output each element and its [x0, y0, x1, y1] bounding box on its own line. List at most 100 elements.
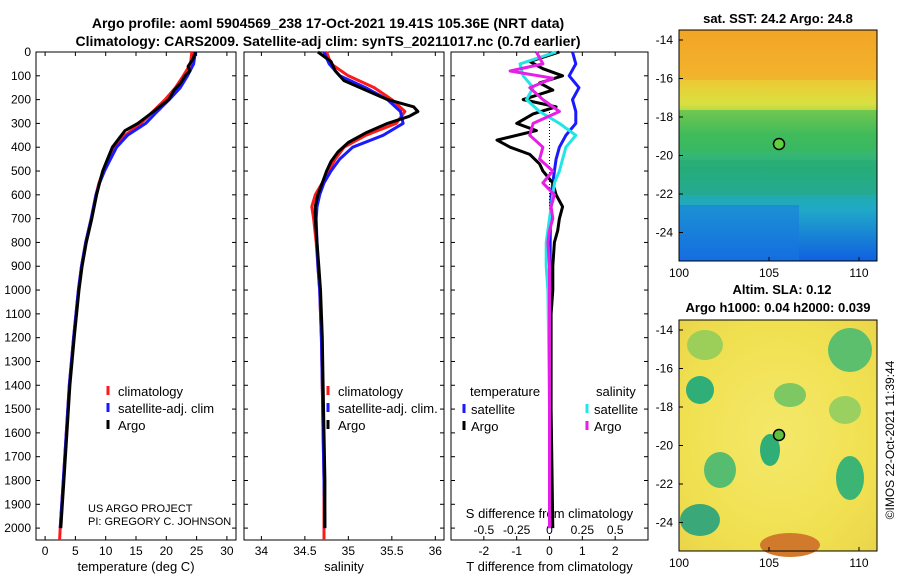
map-y-tick-label: -24	[656, 516, 674, 530]
map-y-tick-label: -14	[656, 323, 674, 337]
project-label: US ARGO PROJECT	[88, 503, 193, 515]
y-tick-label: 1500	[4, 402, 31, 416]
x-tick-label: -1	[511, 544, 522, 558]
x-tick-label: 5	[72, 544, 79, 558]
s-tick-label: -0.5	[473, 523, 494, 537]
y-tick-label: 1900	[4, 497, 31, 511]
sst-map-frame	[678, 29, 878, 262]
sst-map-title: sat. SST: 24.2 Argo: 24.8	[703, 11, 853, 26]
sla-eddy-10	[760, 533, 820, 557]
x-tick-label: 2	[612, 544, 619, 558]
series-line-argo	[313, 50, 420, 529]
x-tick-label: 0	[546, 544, 553, 558]
x-tick-label: -2	[478, 544, 489, 558]
legend-label: Argo	[594, 419, 621, 434]
legend-label: Argo	[118, 418, 145, 433]
legend-label: satellite	[594, 402, 638, 417]
x-tick-label: 34.5	[293, 544, 317, 558]
legend-title-salinity: salinity	[596, 384, 636, 399]
series-line-argo	[59, 51, 197, 529]
x-tick-label: 25	[190, 544, 204, 558]
sla-eddy-5	[829, 396, 861, 424]
sla-argo-marker	[772, 428, 786, 442]
map-y-tick-label: -16	[656, 72, 674, 86]
salinity-panel: 34 34.5 35 35.5 36 salinity climatology satelli…	[243, 50, 445, 574]
sla-eddy-1	[687, 330, 723, 360]
legend-title-temperature: temperature	[470, 384, 540, 399]
sst-warm-band	[679, 30, 877, 80]
x-axis-label-difference: T difference from climatology	[466, 559, 633, 574]
s-tick-label: 0	[546, 523, 553, 537]
y-tick-label: 1100	[5, 307, 31, 321]
y-tick-label: 1200	[4, 331, 31, 345]
sla-eddy-6	[760, 434, 780, 466]
map-y-tick-label: -16	[656, 362, 674, 376]
map-y-tick-label: -24	[656, 226, 674, 240]
series-line-argo-s	[508, 51, 561, 529]
figure-title-line1: Argo profile: aoml 5904569_238 17-Oct-20…	[92, 15, 564, 31]
map-x-tick-label: 100	[669, 266, 689, 280]
sla-map-title-line2: Argo h1000: 0.04 h2000: 0.039	[686, 300, 871, 315]
x-tick-label: 35.5	[380, 544, 404, 558]
x-axis-label-temperature: temperature (deg C)	[77, 559, 194, 574]
x-tick-label: 30	[220, 544, 234, 558]
sla-eddy-9	[680, 504, 720, 536]
copyright-stamp: ©IMOS 22-Oct-2021 11:39:44	[883, 360, 897, 519]
x-tick-label: 36	[429, 544, 443, 558]
map-y-tick-label: -20	[656, 149, 674, 163]
y-tick-label: 1700	[4, 450, 31, 464]
sla-eddy-7	[704, 452, 736, 488]
plot-frame-salinity	[243, 51, 445, 541]
y-tick-label: 800	[11, 235, 31, 249]
y-tick-label: 2000	[4, 521, 31, 535]
map-x-tick-label: 105	[759, 556, 779, 570]
y-tick-label: 400	[11, 140, 31, 154]
map-x-tick-label: 105	[759, 266, 779, 280]
y-tick-label: 1600	[4, 426, 31, 440]
legend-label: satellite-adj. clim	[118, 401, 214, 416]
legend-label: Argo	[471, 419, 498, 434]
x-axis-label-salinity: salinity	[324, 559, 364, 574]
map-x-tick-label: 110	[849, 266, 868, 280]
y-tick-label: 300	[11, 116, 31, 130]
x-tick-label: 10	[99, 544, 113, 558]
x-tick-label: 0	[42, 544, 49, 558]
sla-eddy-8	[836, 456, 864, 500]
map-y-tick-label: -22	[656, 477, 674, 491]
legend-label: Argo	[338, 418, 365, 433]
y-tick-label: 1000	[4, 283, 31, 297]
sla-map-title-line1: Altim. SLA: 0.12	[733, 282, 832, 297]
sst-map	[678, 29, 878, 262]
s-tick-label: -0.25	[503, 523, 531, 537]
sla-eddy-4	[774, 383, 806, 407]
pi-label: PI: GREGORY C. JOHNSON	[88, 516, 231, 528]
plot-frame-temperature	[35, 51, 237, 541]
x-tick-label: 34	[255, 544, 269, 558]
y-tick-label: 700	[11, 212, 31, 226]
map-y-tick-label: -18	[656, 400, 674, 414]
map-y-tick-label: -22	[656, 187, 674, 201]
legend-label: satellite-adj. clim.	[338, 401, 438, 416]
y-tick-label: 0	[24, 45, 31, 59]
map-x-tick-label: 110	[849, 556, 868, 570]
sla-eddy-2	[828, 328, 872, 372]
sla-map-frame	[678, 319, 878, 552]
series-line-argo-t	[495, 50, 565, 529]
sst-teal-band	[679, 160, 877, 195]
y-tick-label: 500	[11, 164, 31, 178]
figure-title-line2: Climatology: CARS2009. Satellite-adj cli…	[76, 33, 581, 49]
x-tick-label: 20	[160, 544, 174, 558]
sst-argo-marker	[772, 137, 786, 151]
sst-cold-patch	[679, 205, 799, 261]
temperature-panel: 0100200300400500600700800900100011001200…	[4, 45, 237, 574]
legend-label: climatology	[118, 384, 184, 399]
sla-map	[678, 319, 878, 557]
s-tick-label: 0.25	[571, 523, 595, 537]
y-tick-label: 1300	[4, 354, 31, 368]
map-y-tick-label: -18	[656, 110, 674, 124]
y-tick-label: 1400	[4, 378, 31, 392]
y-tick-label: 200	[11, 93, 31, 107]
legend-label: satellite	[471, 402, 515, 417]
